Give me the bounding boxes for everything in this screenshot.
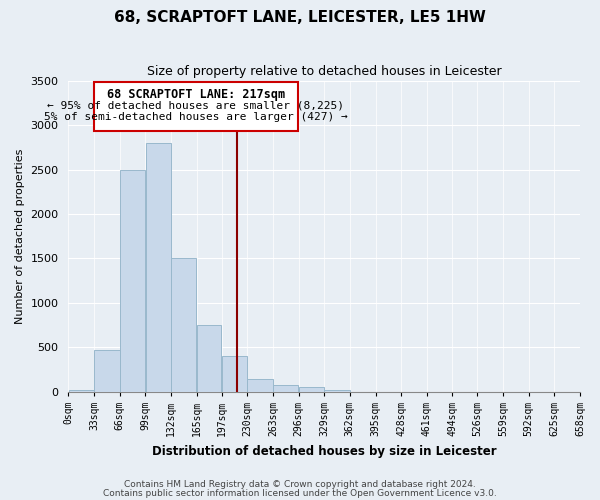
Bar: [146, 143, 171, 392]
Bar: [222, 356, 247, 392]
Bar: [120, 170, 145, 392]
Text: 5% of semi-detached houses are larger (427) →: 5% of semi-detached houses are larger (4…: [44, 112, 348, 122]
Title: Size of property relative to detached houses in Leicester: Size of property relative to detached ho…: [147, 65, 502, 78]
Bar: [197, 325, 221, 392]
Text: 68 SCRAPTOFT LANE: 217sqm: 68 SCRAPTOFT LANE: 217sqm: [107, 88, 285, 101]
Bar: [94, 350, 119, 392]
X-axis label: Distribution of detached houses by size in Leicester: Distribution of detached houses by size …: [152, 444, 497, 458]
Bar: [325, 390, 350, 392]
Bar: [273, 385, 298, 392]
Bar: [247, 378, 272, 392]
Bar: [68, 390, 94, 392]
Text: 68, SCRAPTOFT LANE, LEICESTER, LE5 1HW: 68, SCRAPTOFT LANE, LEICESTER, LE5 1HW: [114, 10, 486, 25]
Bar: [299, 388, 324, 392]
FancyBboxPatch shape: [94, 82, 298, 132]
Text: Contains public sector information licensed under the Open Government Licence v3: Contains public sector information licen…: [103, 488, 497, 498]
Y-axis label: Number of detached properties: Number of detached properties: [15, 148, 25, 324]
Bar: [171, 258, 196, 392]
Text: Contains HM Land Registry data © Crown copyright and database right 2024.: Contains HM Land Registry data © Crown c…: [124, 480, 476, 489]
Text: ← 95% of detached houses are smaller (8,225): ← 95% of detached houses are smaller (8,…: [47, 100, 344, 110]
